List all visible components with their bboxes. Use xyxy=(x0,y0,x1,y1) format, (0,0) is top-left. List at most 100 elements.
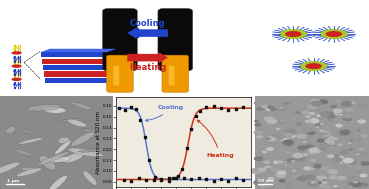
Circle shape xyxy=(280,119,283,121)
Ellipse shape xyxy=(55,140,71,155)
Circle shape xyxy=(325,139,336,145)
Circle shape xyxy=(332,185,338,187)
Circle shape xyxy=(254,102,259,105)
Circle shape xyxy=(343,116,352,121)
Circle shape xyxy=(282,103,286,105)
Circle shape xyxy=(361,161,369,166)
Point xyxy=(197,110,203,113)
Circle shape xyxy=(334,113,338,115)
Point xyxy=(122,108,128,112)
Circle shape xyxy=(287,158,295,163)
Circle shape xyxy=(326,114,336,119)
Circle shape xyxy=(313,164,322,168)
Point xyxy=(128,106,134,109)
Circle shape xyxy=(254,130,263,135)
Circle shape xyxy=(254,156,263,161)
Circle shape xyxy=(266,147,274,151)
Circle shape xyxy=(296,133,307,139)
Circle shape xyxy=(334,138,338,140)
Circle shape xyxy=(334,113,339,115)
Circle shape xyxy=(361,134,368,138)
Circle shape xyxy=(319,124,327,128)
FancyArrow shape xyxy=(127,27,168,39)
Circle shape xyxy=(339,162,343,164)
Circle shape xyxy=(307,181,317,186)
Text: Heating: Heating xyxy=(129,63,166,72)
Circle shape xyxy=(334,133,344,138)
Circle shape xyxy=(283,161,288,163)
Circle shape xyxy=(320,123,324,125)
Circle shape xyxy=(348,142,352,144)
Circle shape xyxy=(286,102,290,105)
Circle shape xyxy=(343,113,353,119)
FancyBboxPatch shape xyxy=(169,66,175,86)
Circle shape xyxy=(320,111,331,117)
Circle shape xyxy=(328,120,331,122)
Circle shape xyxy=(262,150,268,153)
Circle shape xyxy=(314,150,321,153)
Ellipse shape xyxy=(27,105,61,111)
Circle shape xyxy=(347,181,358,187)
Text: Cooling: Cooling xyxy=(130,19,165,28)
Circle shape xyxy=(280,139,284,141)
Circle shape xyxy=(317,129,323,133)
FancyBboxPatch shape xyxy=(113,66,119,86)
Circle shape xyxy=(338,156,345,159)
Circle shape xyxy=(267,177,275,181)
Polygon shape xyxy=(111,74,121,83)
Circle shape xyxy=(351,181,362,187)
Circle shape xyxy=(320,131,332,137)
Circle shape xyxy=(316,114,322,117)
Circle shape xyxy=(270,115,280,120)
Ellipse shape xyxy=(58,137,69,143)
Ellipse shape xyxy=(38,152,69,165)
Circle shape xyxy=(331,156,342,163)
Point xyxy=(133,107,139,110)
Circle shape xyxy=(316,129,327,135)
Circle shape xyxy=(266,118,277,124)
Circle shape xyxy=(290,154,297,158)
Circle shape xyxy=(253,180,263,185)
Circle shape xyxy=(265,107,272,111)
Circle shape xyxy=(295,122,302,126)
Point xyxy=(175,174,180,177)
Ellipse shape xyxy=(280,29,307,39)
Circle shape xyxy=(343,166,352,171)
Point xyxy=(121,178,127,181)
Point xyxy=(211,179,217,182)
Point xyxy=(116,106,122,109)
Circle shape xyxy=(315,126,320,129)
Circle shape xyxy=(327,136,338,142)
Point xyxy=(136,176,142,179)
FancyBboxPatch shape xyxy=(255,96,369,189)
Circle shape xyxy=(317,138,325,143)
Point xyxy=(128,179,134,182)
Circle shape xyxy=(333,173,339,176)
Circle shape xyxy=(267,105,274,109)
Point xyxy=(146,159,152,162)
Point xyxy=(196,176,201,179)
Ellipse shape xyxy=(59,119,81,122)
Circle shape xyxy=(357,119,366,124)
Circle shape xyxy=(337,175,347,180)
Circle shape xyxy=(327,169,338,175)
Point xyxy=(142,136,148,139)
Circle shape xyxy=(310,108,318,112)
Circle shape xyxy=(359,170,363,172)
Point xyxy=(143,178,149,181)
Ellipse shape xyxy=(11,51,22,55)
Circle shape xyxy=(339,130,351,135)
Point xyxy=(137,118,143,121)
Point xyxy=(152,175,158,178)
Circle shape xyxy=(291,160,295,162)
Circle shape xyxy=(320,138,326,141)
Circle shape xyxy=(349,181,360,187)
Circle shape xyxy=(357,130,361,132)
Point xyxy=(173,177,179,180)
Point xyxy=(151,179,156,182)
Circle shape xyxy=(275,128,280,130)
Ellipse shape xyxy=(11,64,22,68)
Ellipse shape xyxy=(82,129,99,133)
Circle shape xyxy=(349,139,353,141)
Text: Cooling: Cooling xyxy=(145,105,184,122)
